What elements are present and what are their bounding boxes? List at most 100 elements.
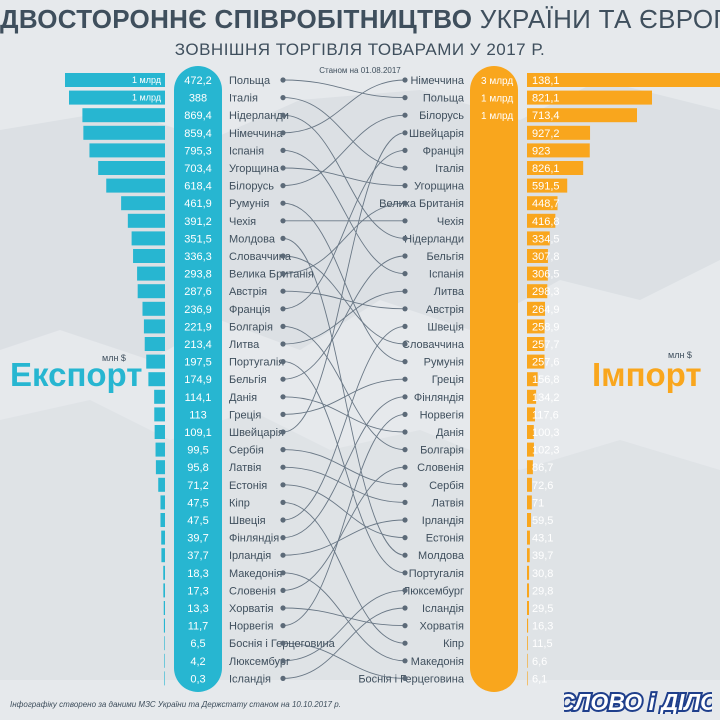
import-country-label: Італія xyxy=(435,163,464,175)
export-country-label: Хорватія xyxy=(229,603,274,615)
connector-line xyxy=(282,149,406,275)
import-value-label: 39,7 xyxy=(532,550,553,562)
import-country-label: Румунія xyxy=(424,357,464,369)
import-value-label: 71 xyxy=(532,497,544,509)
import-bar xyxy=(527,196,558,211)
connector-line xyxy=(282,378,406,415)
export-country-label: Греція xyxy=(229,409,261,421)
import-bar xyxy=(527,548,530,563)
export-bar xyxy=(83,125,165,140)
title-bold: ДВОСТОРОННЄ СПІВРОБІТНИЦТВО xyxy=(0,4,473,34)
import-dot xyxy=(402,482,408,488)
export-country-label: Угорщина xyxy=(229,163,280,175)
import-label: Імпорт xyxy=(592,356,702,393)
export-bar xyxy=(65,73,165,87)
export-value-label: 174,9 xyxy=(184,374,212,386)
import-country-label: Швейцарія xyxy=(409,128,464,140)
import-value-label: 416,8 xyxy=(532,216,560,228)
import-value-label: 59,5 xyxy=(532,515,553,527)
import-value-label: 826,1 xyxy=(532,163,560,175)
export-dot xyxy=(280,130,286,136)
import-value-label: 448,7 xyxy=(532,198,560,210)
export-country-label: Португалія xyxy=(229,357,284,369)
export-bar xyxy=(164,653,165,668)
import-value-label: 16,3 xyxy=(532,621,553,633)
export-country-label: Австрія xyxy=(229,286,267,298)
export-country-label: Словаччина xyxy=(229,251,292,263)
export-country-label: Ірландія xyxy=(229,550,271,562)
import-country-label: Кіпр xyxy=(443,638,464,650)
import-dot xyxy=(402,623,408,629)
export-dot xyxy=(280,112,286,118)
export-value-label: 17,3 xyxy=(187,585,208,597)
export-dot xyxy=(280,605,286,611)
import-country-label: Боснія і Герцеговина xyxy=(358,673,465,685)
export-value-label: 221,9 xyxy=(184,321,212,333)
export-dot xyxy=(280,376,286,382)
import-country-label: Фінляндія xyxy=(414,392,464,404)
connector-line xyxy=(282,607,406,627)
import-dot xyxy=(402,218,408,224)
import-dot xyxy=(402,359,408,365)
connector-line xyxy=(282,466,406,591)
export-country-label: Кіпр xyxy=(229,497,250,509)
import-value-label: 102,3 xyxy=(532,445,560,457)
import-dot xyxy=(402,271,408,277)
export-country-label: Молдова xyxy=(229,233,276,245)
import-value-label: 927,2 xyxy=(532,128,560,140)
export-value-label: 99,5 xyxy=(187,445,208,457)
import-bar xyxy=(527,618,529,633)
export-value-label: 213,4 xyxy=(184,339,212,351)
import-dot xyxy=(402,675,408,682)
import-country-label: Ірландія xyxy=(422,515,464,527)
export-bar xyxy=(146,354,165,369)
import-bar xyxy=(527,442,534,457)
import-country-label: Литва xyxy=(434,286,465,298)
export-country-label: Німеччина xyxy=(229,128,283,140)
export-bar xyxy=(164,636,165,651)
export-value-label: 197,5 xyxy=(184,357,212,369)
export-dot xyxy=(280,235,286,241)
title-light: УКРАЇНИ ТА ЄВРОПИ xyxy=(479,4,720,34)
export-value-label: 47,5 xyxy=(187,515,208,527)
brand-text: СЛОВО і ДІЛО xyxy=(564,689,712,714)
export-dot xyxy=(280,552,286,558)
export-dot xyxy=(280,394,286,400)
import-bar-label: 1 млрд xyxy=(481,94,513,105)
export-value-label: 13,3 xyxy=(187,603,208,615)
export-dot xyxy=(280,288,286,294)
import-bar xyxy=(527,266,548,281)
import-country-label: Люксембург xyxy=(403,585,464,597)
import-bar xyxy=(527,319,545,334)
import-country-label: Нідерланди xyxy=(404,233,464,245)
export-bar-label: 1 млрд xyxy=(132,93,162,103)
export-country-label: Бельгія xyxy=(229,374,267,386)
import-country-label: Бельгія xyxy=(426,251,464,263)
export-dot xyxy=(280,640,286,646)
import-value-label: 306,5 xyxy=(532,269,560,281)
export-dot xyxy=(280,183,286,189)
import-country-label: Австрія xyxy=(426,304,464,316)
export-dot xyxy=(280,411,286,417)
export-value-label: 95,8 xyxy=(187,462,208,474)
import-bar xyxy=(527,495,532,510)
export-dot xyxy=(280,77,286,83)
export-value-label: 71,2 xyxy=(187,480,208,492)
import-value-label: 138,1 xyxy=(532,75,560,87)
import-country-label: Болгарія xyxy=(420,445,464,457)
export-bar xyxy=(160,495,165,510)
connector-line xyxy=(282,413,406,627)
export-country-label: Данія xyxy=(229,392,257,404)
import-value-label: 43,1 xyxy=(532,533,553,545)
export-value-label: 869,4 xyxy=(184,110,212,122)
export-value-label: 351,5 xyxy=(184,233,212,245)
export-value-label: 39,7 xyxy=(187,533,208,545)
import-country-label: Швеція xyxy=(427,321,464,333)
import-dot xyxy=(402,447,408,453)
import-dot xyxy=(402,77,408,83)
export-country-label: Польща xyxy=(229,75,271,87)
export-value-label: 336,3 xyxy=(184,251,212,263)
import-value-label: 591,5 xyxy=(532,181,560,193)
connector-line xyxy=(282,519,406,556)
